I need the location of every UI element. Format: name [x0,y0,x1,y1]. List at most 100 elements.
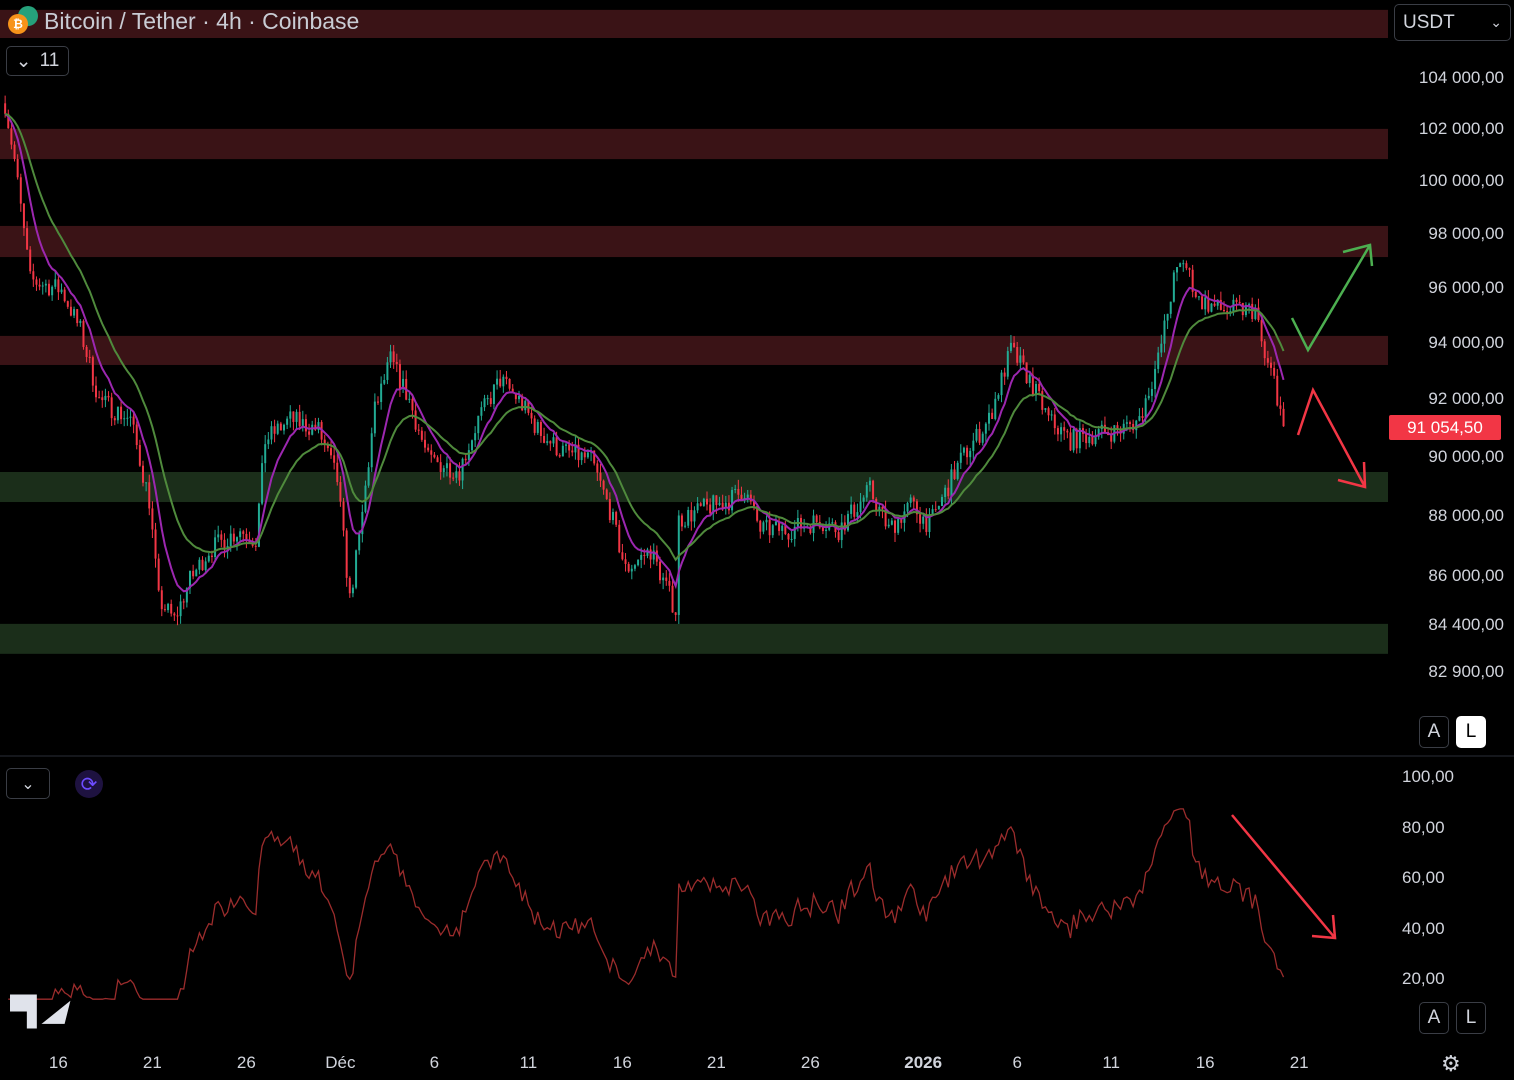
time-tick-label: 26 [800,1053,820,1072]
candle-body [398,363,401,389]
candle-body [1060,427,1063,435]
candle-body [771,525,774,536]
candle-body [458,471,461,481]
candle-body [317,422,320,430]
candle-body [518,395,520,400]
candle-body [1078,428,1081,449]
candle-body [1179,263,1182,268]
candle-body [1009,342,1012,352]
candle-body [239,531,242,538]
candle-body [915,501,918,515]
candle-body [1235,299,1238,302]
candle-body [69,306,72,316]
candle-body [1263,341,1266,359]
candle-body [1182,263,1185,265]
candle-body [185,588,188,603]
candle-body [1276,375,1279,406]
candle-body [308,431,311,435]
price-tick-label: 102 000,00 [1418,118,1504,138]
candle-body [142,465,144,483]
candle-body [978,428,981,443]
candle-body [261,463,264,504]
candle-body [618,524,621,553]
sync-icon[interactable]: ⟳ [75,770,103,798]
drawing-bullish-arrow[interactable] [1290,243,1374,353]
candle-body [1003,372,1006,377]
candle-body [853,504,856,517]
candle-body [1172,272,1175,302]
candle-body [13,144,16,159]
candle-body [665,577,668,581]
candle-body [539,422,542,436]
candle-body [659,561,661,581]
candle-body [4,103,7,114]
time-tick-label: 21 [1289,1053,1309,1072]
candle-body [543,435,546,443]
candle-body [662,577,665,581]
currency-select[interactable]: USDT ⌄ [1394,4,1511,41]
candle-body [1248,303,1251,305]
price-tick-label: 104 000,00 [1418,68,1504,87]
candle-body [389,351,392,363]
candle-body [865,485,868,498]
candle-body [361,511,364,535]
candle-body [116,406,119,421]
candle-body [1282,408,1285,427]
candle-body [232,533,235,542]
candle-body [66,301,69,307]
rsi-log-scale-button[interactable]: L [1456,1002,1486,1034]
candle-body [1266,358,1269,363]
auto-scale-button[interactable]: A [1419,716,1449,748]
candle-body [994,398,997,419]
rsi-toggle-button[interactable]: ⌄ [6,768,50,799]
candle-body [257,503,260,547]
candle-body [878,506,881,511]
candle-body [44,283,47,286]
candle-body [577,444,580,461]
candle-body [492,384,495,404]
candle-body [1210,303,1213,312]
gear-icon[interactable]: ⚙ [1441,1051,1461,1076]
candle-body [420,430,423,440]
price-tick-label: 100 000,00 [1418,170,1504,190]
candle-body [621,552,624,560]
candle-body [314,424,317,430]
rsi-tick-label: 60,00 [1402,868,1445,887]
symbol-title-text: Bitcoin / Tether · 4h · Coinbase [44,7,360,34]
price-tick-label: 84 400,00 [1428,615,1504,635]
time-tick-label: 16 [1195,1053,1215,1072]
candle-body [464,458,467,461]
candle-body [953,469,956,479]
log-scale-button[interactable]: L [1456,716,1486,748]
tradingview-logo[interactable]: ▀▌◢ [10,995,65,1026]
candle-body [95,385,97,398]
candle-body [975,428,978,441]
price-tick-label: 92 000,00 [1428,389,1504,409]
candle-body [1176,267,1178,273]
candle-body [339,482,342,502]
candle-body [364,485,367,512]
indicators-toggle-button[interactable]: ⌄ 11 [6,46,69,76]
candle-body [132,416,135,425]
candle-body [251,543,254,546]
candle-body [931,509,934,516]
candle-body [110,397,113,419]
symbol-title[interactable]: ₿ Bitcoin / Tether · 4h · Coinbase [8,6,359,36]
candle-body [483,398,486,408]
drawing-bearish-arrow[interactable] [1296,386,1367,489]
candle-body [54,279,57,287]
candle-body [1031,374,1034,396]
candle-body [909,497,912,503]
candle-body [875,498,878,511]
candle-body [445,463,448,469]
candle-body [436,457,439,463]
rsi-auto-scale-button[interactable]: A [1419,1002,1449,1034]
candle-body [596,463,599,473]
candle-body [809,526,812,534]
candle-body [167,603,170,611]
candle-body [1216,299,1219,306]
drawing-rsi-bearish-arrow[interactable] [1231,814,1337,940]
candle-body [574,444,577,453]
candle-body [1069,432,1072,451]
